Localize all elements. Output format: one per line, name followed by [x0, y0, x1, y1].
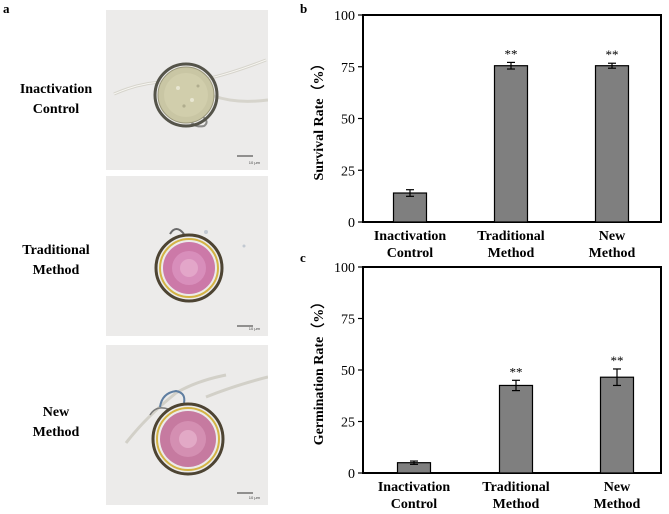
- panel-b-letter: b: [300, 1, 308, 16]
- bar: [493, 65, 529, 223]
- bar: [594, 65, 630, 223]
- error-bar: [608, 62, 616, 69]
- y-tick-label: 100: [334, 9, 355, 24]
- y-tick-label: 50: [341, 113, 355, 128]
- significance-label: **: [606, 47, 619, 62]
- row-label-inactivation-control: Inactivation Control: [19, 82, 93, 117]
- spore-control-image: [113, 58, 268, 157]
- row-label-traditional-method: Traditional Method: [22, 243, 90, 278]
- y-tick-label: 75: [341, 61, 355, 76]
- significance-label: **: [505, 46, 518, 61]
- category-label: New Method: [589, 229, 636, 261]
- scale-bar-label: 10 μm: [248, 495, 260, 500]
- category-label: Inactivation Control: [374, 229, 447, 261]
- spore-new-image: [124, 373, 268, 494]
- scale-bar-label: 10 μm: [248, 160, 260, 165]
- spore-traditional-image: [154, 228, 253, 327]
- error-bar: [406, 189, 414, 197]
- y-tick-label: 25: [341, 164, 355, 179]
- error-bar: [507, 61, 515, 70]
- micrograph-new-method: 10 μm: [106, 345, 268, 505]
- panel-c-letter: c: [300, 250, 306, 265]
- micrograph-traditional-method: 10 μm: [106, 176, 268, 336]
- micrograph-inactivation-control: 10 μm: [106, 10, 268, 170]
- y-axis-label: Survival Rate（%）: [311, 56, 327, 180]
- y-tick-label: 0: [348, 216, 355, 231]
- panel-a-letter: a: [3, 1, 10, 16]
- bar: [392, 192, 428, 223]
- category-label: Traditional Method: [477, 229, 545, 261]
- row-label-new-method: New Method: [32, 405, 80, 440]
- scale-bar-label: 10 μm: [248, 326, 260, 331]
